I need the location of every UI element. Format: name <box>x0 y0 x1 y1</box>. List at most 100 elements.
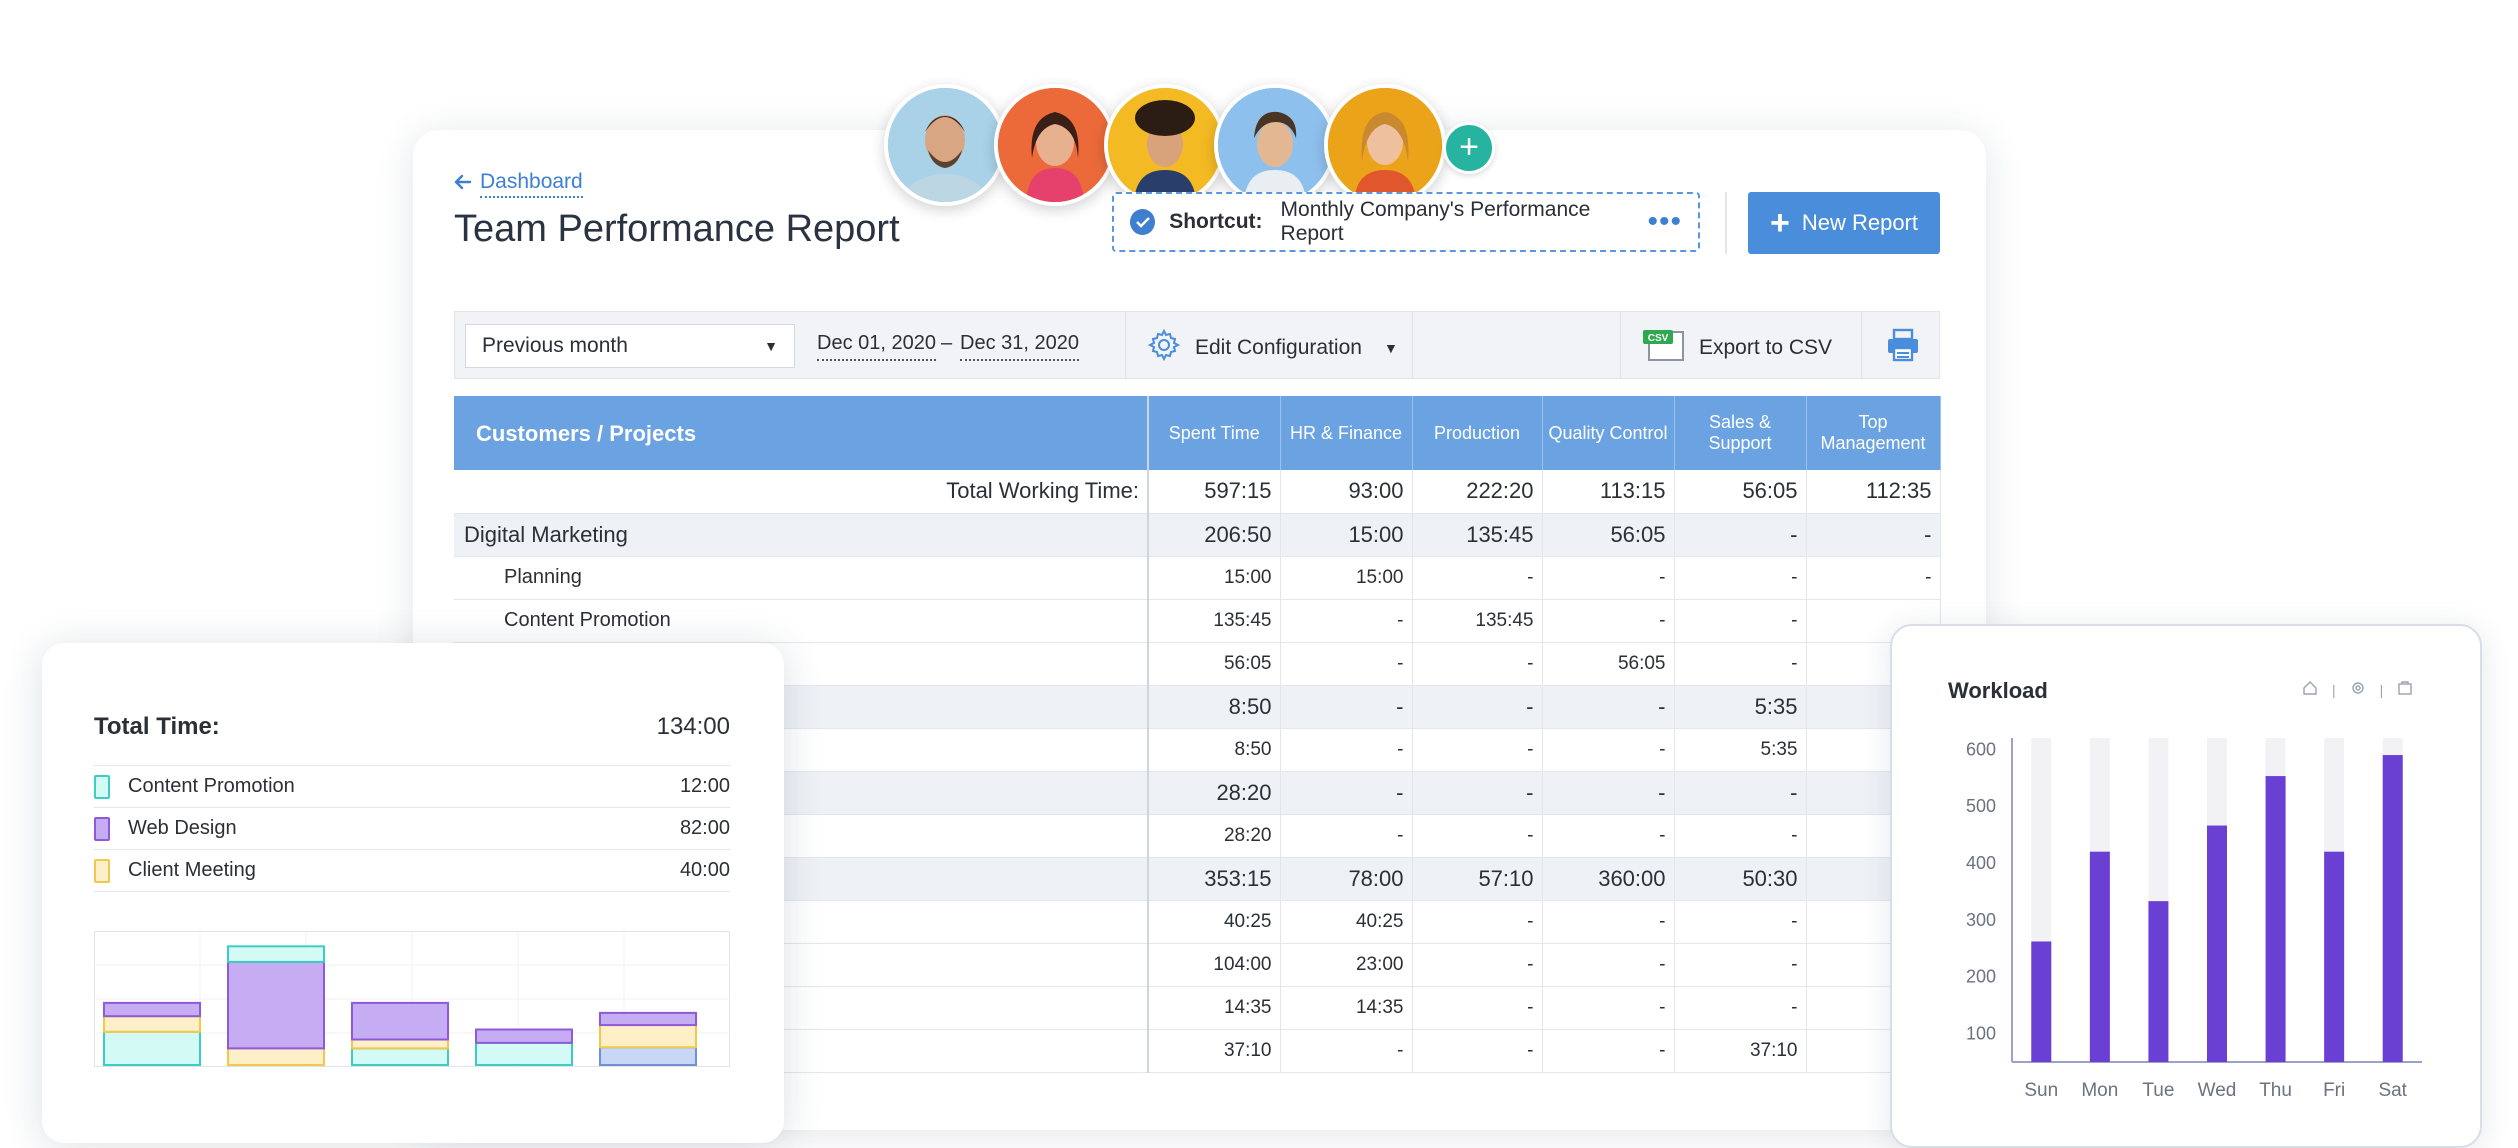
workload-bar[interactable] <box>2089 851 2110 1062</box>
edit-configuration-label: Edit Configuration <box>1195 336 1362 359</box>
new-report-button[interactable]: + New Report <box>1748 192 1940 254</box>
stacked-bar-segment <box>351 1001 449 1041</box>
workload-bar[interactable] <box>2324 851 2345 1062</box>
column-header[interactable]: Quality Control <box>1542 396 1675 470</box>
y-tick-label: 400 <box>1966 853 1996 873</box>
date-from-input[interactable]: Dec 01, 2020 <box>817 332 936 361</box>
report-toolbar: Previous month ▼ Dec 01, 2020 – Dec 31, … <box>454 311 1940 379</box>
stacked-bar-segment <box>227 1047 325 1067</box>
column-header[interactable]: Spent Time <box>1148 396 1281 470</box>
table-cell: 8:50 <box>1148 685 1281 729</box>
table-cell: - <box>1542 814 1675 858</box>
table-cell: 28:20 <box>1148 814 1281 858</box>
table-cell: 56:05 <box>1542 513 1675 557</box>
stacked-bar-segment <box>475 1041 573 1067</box>
column-header[interactable]: Customers / Projects <box>454 396 1149 470</box>
avatar[interactable] <box>1104 84 1226 206</box>
group-row[interactable]: Digital Marketing 206:50 15:00 135:45 56:05-… <box>454 513 1941 557</box>
workload-bar[interactable] <box>2148 901 2169 1062</box>
table-cell: 222:20 <box>1412 470 1543 514</box>
table-cell: - <box>1542 556 1675 600</box>
list-item: Web Design 82:00 <box>94 807 730 849</box>
table-cell: 360:00 <box>1542 857 1675 901</box>
table-cell: 37:10 <box>1674 1029 1807 1073</box>
avatar[interactable] <box>994 84 1116 206</box>
workload-bar[interactable] <box>2031 941 2052 1062</box>
table-cell: - <box>1412 556 1543 600</box>
row-label: Total Working Time: <box>454 470 1149 514</box>
total-row[interactable]: Total Working Time: 597:15 93:00 222:20 113:… <box>454 470 1941 514</box>
period-select[interactable]: Previous month ▼ <box>465 324 795 368</box>
table-cell: - <box>1674 943 1807 987</box>
add-member-button[interactable]: + <box>1443 122 1495 174</box>
table-cell: 8:50 <box>1148 728 1281 772</box>
stacked-bar-segment <box>227 945 325 963</box>
table-cell: - <box>1412 685 1543 729</box>
avatar[interactable] <box>1324 84 1446 206</box>
column-header[interactable]: Production <box>1412 396 1543 470</box>
export-csv-button[interactable]: CSV Export to CSV <box>1641 328 1832 368</box>
chart-toolbar: | | <box>2302 680 2413 699</box>
legend-swatch <box>94 816 110 841</box>
caret-down-icon: ▼ <box>764 338 778 354</box>
avatar[interactable] <box>884 84 1006 206</box>
csv-file-icon: CSV <box>1641 328 1687 368</box>
row-label: Planning <box>454 556 1149 600</box>
table-cell: 57:10 <box>1412 857 1543 901</box>
date-to-input[interactable]: Dec 31, 2020 <box>960 332 1079 361</box>
table-cell: 135:45 <box>1412 599 1543 643</box>
caret-down-icon: ▼ <box>1383 340 1398 356</box>
shortcut-box[interactable]: Shortcut: Monthly Company's Performance … <box>1112 192 1700 252</box>
list-item: Client Meeting 40:00 <box>94 849 730 892</box>
table-cell: - <box>1542 771 1675 815</box>
toolbar-divider <box>1412 312 1413 378</box>
workload-bar[interactable] <box>2265 776 2286 1062</box>
column-header[interactable]: Sales & Support <box>1674 396 1807 470</box>
stacked-bar-segment <box>103 1015 201 1033</box>
workload-bar[interactable] <box>2382 755 2403 1062</box>
table-cell: - <box>1542 728 1675 772</box>
list-item-value: 40:00 <box>679 859 730 881</box>
arrow-left-icon <box>454 172 472 196</box>
total-time-value: 134:00 <box>656 713 730 740</box>
table-cell: - <box>1674 900 1807 944</box>
print-button[interactable] <box>1885 327 1921 368</box>
plus-icon: + <box>1769 204 1790 242</box>
avatar[interactable] <box>1214 84 1336 206</box>
edit-configuration-button[interactable]: Edit Configuration ▼ <box>1147 328 1398 368</box>
table-cell: 78:00 <box>1280 857 1413 901</box>
x-tick-label: Fri <box>2323 1080 2345 1101</box>
table-cell: 597:15 <box>1148 470 1281 514</box>
gear-icon[interactable] <box>2350 680 2366 699</box>
toolbar-divider <box>1620 312 1621 378</box>
row-label: Digital Marketing <box>454 513 1149 557</box>
table-row[interactable]: Content Promotion 135:45-135:45- - <box>454 599 1941 643</box>
table-cell: - <box>1542 900 1675 944</box>
table-cell: 14:35 <box>1148 986 1281 1030</box>
column-header[interactable]: HR & Finance <box>1280 396 1413 470</box>
download-icon[interactable] <box>2397 680 2413 699</box>
home-icon[interactable] <box>2302 680 2318 699</box>
header-divider <box>1725 192 1727 254</box>
legend-swatch <box>94 774 110 799</box>
stacked-bar-segment <box>599 1011 697 1027</box>
table-cell: 112:35 <box>1806 470 1941 514</box>
stacked-bar-segment <box>351 1038 449 1050</box>
table-cell: - <box>1280 771 1413 815</box>
table-cell: 135:45 <box>1412 513 1543 557</box>
total-time-list: Content Promotion 12:00 Web Design 82:00… <box>94 765 730 892</box>
more-options-icon[interactable]: ••• <box>1647 205 1682 238</box>
workload-bar[interactable] <box>2207 825 2227 1062</box>
table-cell: 5:35 <box>1674 685 1807 729</box>
list-item-value: 12:00 <box>679 775 730 797</box>
table-cell: - <box>1412 943 1543 987</box>
table-cell: 56:05 <box>1148 642 1281 686</box>
table-cell: - <box>1412 771 1543 815</box>
table-cell: - <box>1674 642 1807 686</box>
table-cell: - <box>1412 728 1543 772</box>
column-header[interactable]: Top Management <box>1806 396 1941 470</box>
table-row[interactable]: Planning 15:00 15:00- - - - <box>454 556 1941 600</box>
shortcut-label: Shortcut: <box>1169 210 1263 233</box>
back-to-dashboard-link[interactable]: Dashboard <box>454 170 583 198</box>
table-cell: - <box>1806 513 1941 557</box>
